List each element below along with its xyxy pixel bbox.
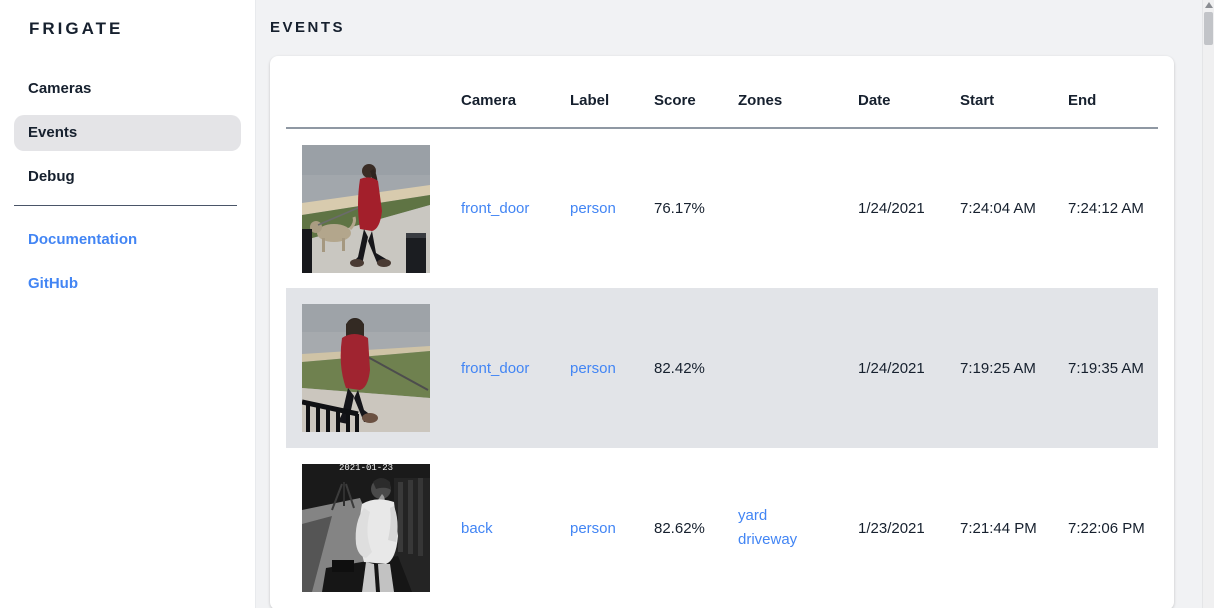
column-header-date: Date (858, 56, 960, 129)
end-time-value: 7:22:06 PM (1068, 519, 1145, 537)
sidebar-item-label: Cameras (28, 80, 92, 97)
thumbnail-timestamp-overlay: 2021-01-23 (339, 464, 393, 473)
column-header-label: Label (570, 56, 654, 129)
column-header-camera: Camera (461, 56, 570, 129)
sidebar-item-events[interactable]: Events (14, 115, 241, 151)
sidebar-item-label: Events (28, 124, 78, 141)
main-content: EVENTS Camera Label Score Zones Date Sta… (256, 0, 1214, 608)
table-header-row: Camera Label Score Zones Date Start End (286, 56, 1158, 129)
date-value: 1/23/2021 (858, 519, 925, 537)
date-value: 1/24/2021 (858, 359, 925, 377)
label-link[interactable]: person (570, 359, 616, 377)
scrollbar-up-arrow-icon[interactable] (1205, 2, 1213, 8)
start-time-value: 7:21:44 PM (960, 519, 1037, 537)
sidebar-link-documentation[interactable]: Documentation (14, 222, 241, 258)
label-link[interactable]: person (570, 519, 616, 537)
column-header-thumbnail (286, 56, 461, 129)
start-time-value: 7:24:04 AM (960, 200, 1036, 217)
date-value: 1/24/2021 (858, 200, 925, 217)
column-header-start: Start (960, 56, 1068, 129)
column-header-score: Score (654, 56, 738, 129)
column-header-zones: Zones (738, 56, 858, 129)
score-value: 82.42% (654, 359, 705, 377)
label-link[interactable]: person (570, 200, 616, 217)
zones-list: yard driveway (738, 504, 854, 552)
end-time-value: 7:19:35 AM (1068, 359, 1144, 377)
camera-link[interactable]: front_door (461, 359, 530, 377)
sidebar-link-label: GitHub (28, 275, 78, 292)
events-card: Camera Label Score Zones Date Start End (270, 56, 1174, 608)
event-row[interactable]: front_door person 76.17% 1/24/2021 7:24:… (286, 128, 1158, 288)
event-thumbnail[interactable] (302, 144, 430, 273)
score-value: 76.17% (654, 200, 705, 217)
sidebar-item-cameras[interactable]: Cameras (14, 71, 241, 107)
camera-link[interactable]: back (461, 519, 493, 537)
camera-link[interactable]: front_door (461, 200, 530, 217)
sidebar-item-debug[interactable]: Debug (14, 159, 241, 195)
zone-link[interactable]: yard (738, 507, 768, 524)
sidebar-divider (14, 205, 237, 206)
end-time-value: 7:24:12 AM (1068, 200, 1144, 217)
event-row[interactable]: 2021-01-23 back person 82.62% yard drive… (286, 448, 1158, 608)
app-logo: FRIGATE (29, 19, 124, 38)
event-thumbnail[interactable] (302, 304, 430, 432)
sidebar-link-github[interactable]: GitHub (14, 266, 241, 302)
event-row-selected[interactable]: front_door person 82.42% 1/24/2021 7:19:… (286, 288, 1158, 448)
zone-link[interactable]: driveway (738, 531, 798, 548)
column-header-end: End (1068, 56, 1158, 129)
vertical-scrollbar[interactable] (1202, 0, 1214, 608)
event-thumbnail[interactable]: 2021-01-23 (302, 464, 430, 592)
sidebar-item-label: Debug (28, 168, 75, 185)
sidebar: FRIGATE Cameras Events Debug Documentati… (0, 0, 256, 608)
page-title: EVENTS (270, 19, 346, 36)
score-value: 82.62% (654, 519, 705, 537)
events-table: Camera Label Score Zones Date Start End (286, 56, 1158, 608)
sidebar-link-label: Documentation (28, 231, 138, 248)
scrollbar-thumb[interactable] (1204, 12, 1213, 45)
start-time-value: 7:19:25 AM (960, 359, 1036, 377)
